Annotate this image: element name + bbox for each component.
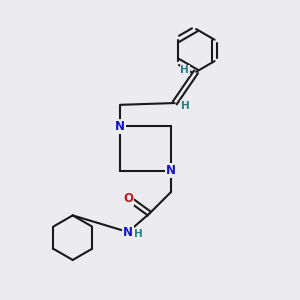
Text: O: O xyxy=(123,192,133,205)
Text: N: N xyxy=(115,120,125,133)
Text: N: N xyxy=(166,164,176,177)
Text: H: H xyxy=(134,229,143,238)
Text: N: N xyxy=(123,226,133,238)
Text: H: H xyxy=(180,65,189,75)
Text: H: H xyxy=(181,101,189,111)
